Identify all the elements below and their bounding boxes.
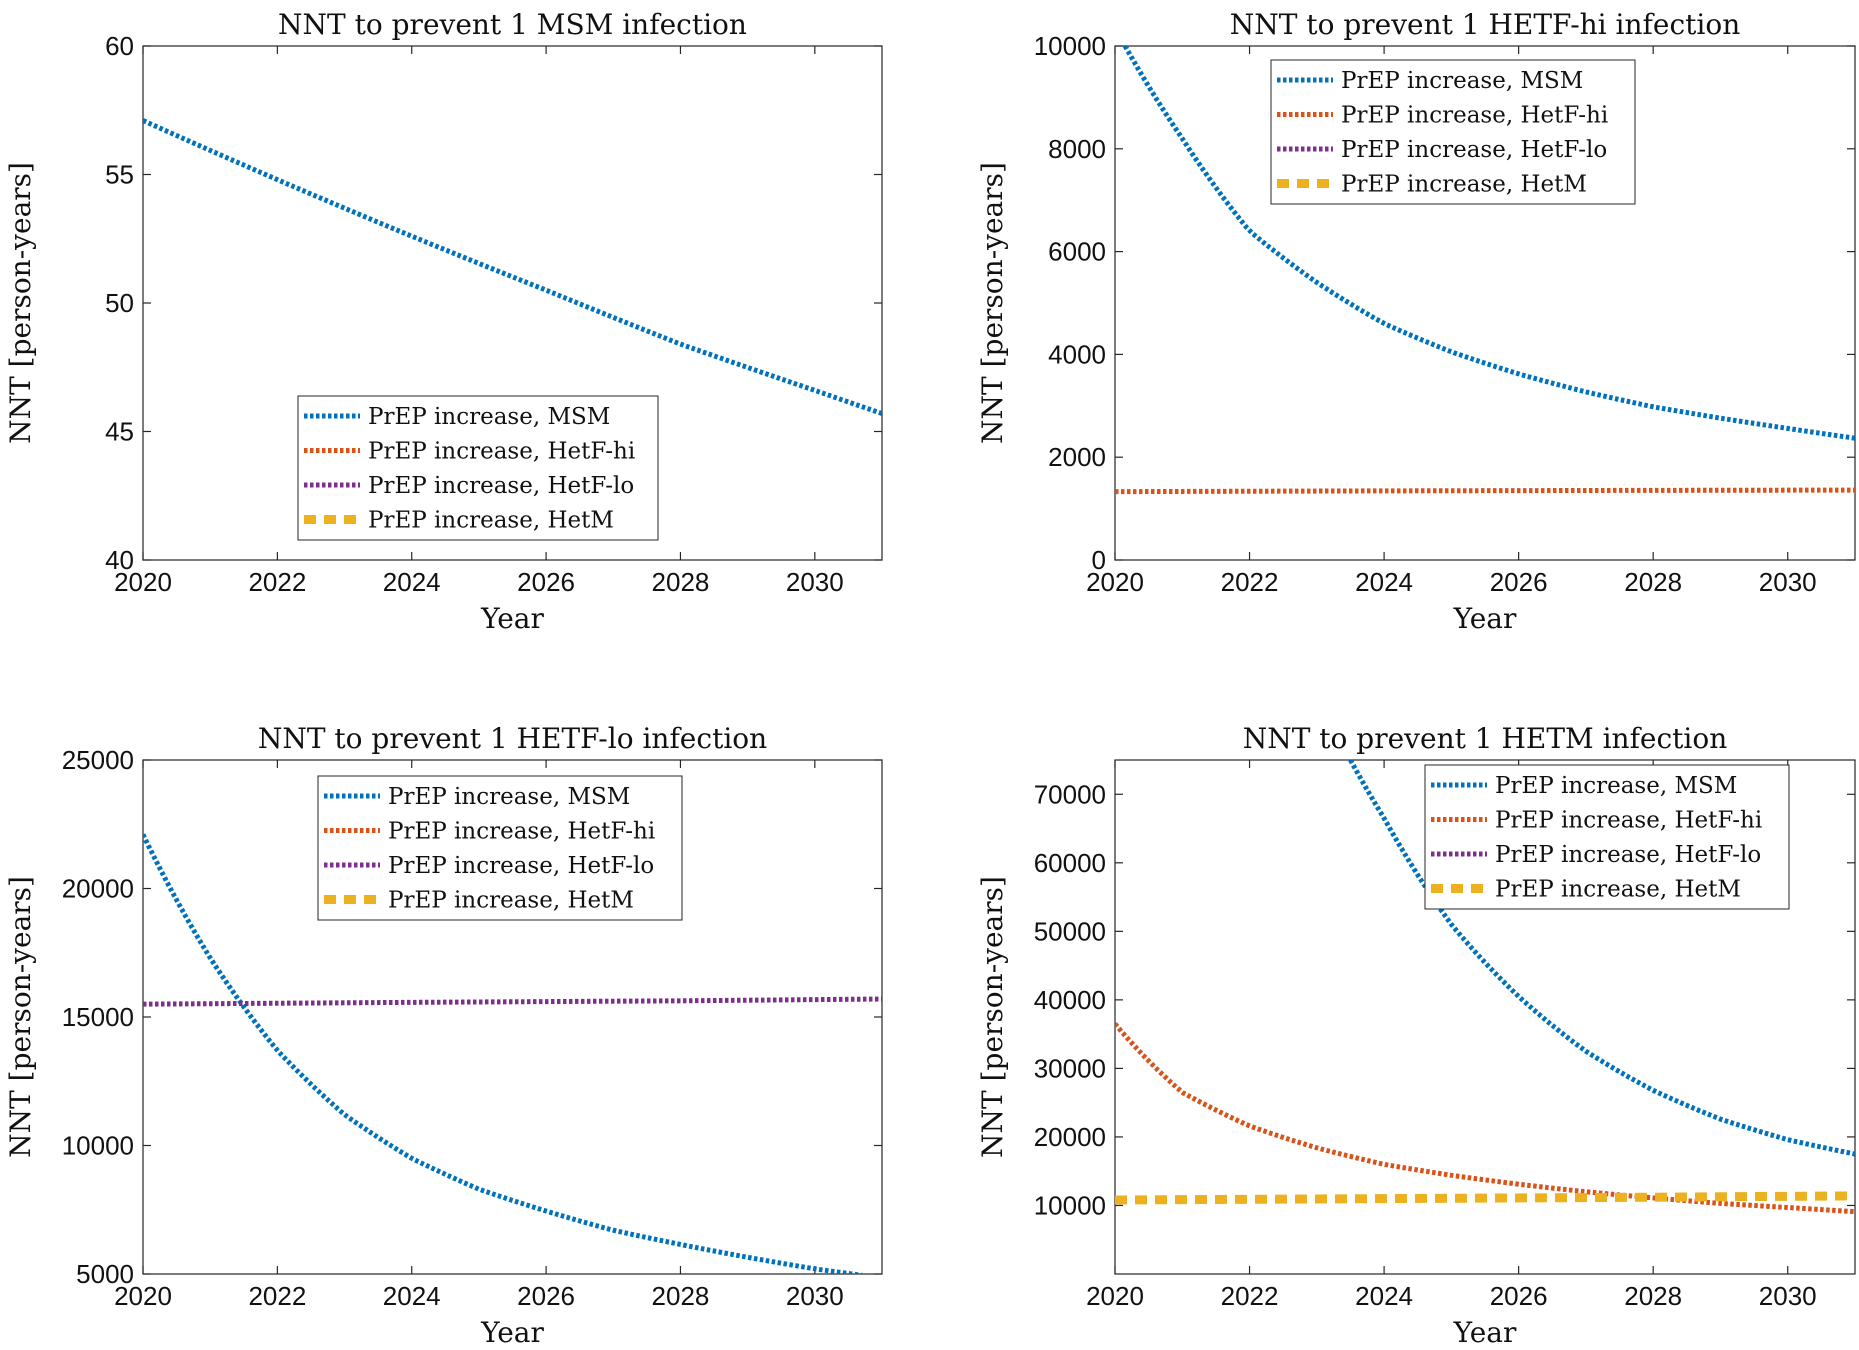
chart-panel-3: 2020 2022 2024 2026 2028 2030 5000 10000 15000 20… [4, 722, 883, 1349]
plot-area [1114, 759, 1856, 1275]
x-axis-label: Year [480, 1316, 544, 1349]
legend: PrEP increase, MSM PrEP increase, HetF-hi… [317, 775, 683, 921]
y-tick-label: 50000 [1034, 916, 1106, 946]
y-tick-label: 10000 [1034, 31, 1106, 61]
legend: PrEP increase, MSM PrEP increase, HetF-hi… [297, 395, 659, 541]
x-tick-label: 2028 [652, 567, 710, 597]
y-tick-label: 20000 [62, 874, 134, 904]
y-tick-label: 10000 [62, 1131, 134, 1161]
x-tick-label: 2028 [1624, 567, 1682, 597]
y-axis-label: NNT [person-years] [4, 162, 37, 444]
chart-title: NNT to prevent 1 HETM infection [1243, 722, 1728, 755]
y-tick-label: 6000 [1048, 237, 1106, 267]
x-tick-label: 2024 [1355, 567, 1413, 597]
x-tick-label: 2028 [652, 1281, 710, 1311]
x-tick-label: 2026 [1490, 567, 1548, 597]
legend-label: PrEP increase, MSM [388, 784, 630, 810]
legend-label: PrEP increase, HetF-lo [368, 473, 634, 499]
y-tick-label: 40 [105, 545, 134, 575]
x-tick-label: 2026 [1490, 1281, 1548, 1311]
series-line-2 [1115, 487, 1855, 495]
y-tick-label: 25000 [62, 745, 134, 775]
legend-label: PrEP increase, HetF-lo [388, 853, 654, 879]
y-axis-label: NNT [person-years] [4, 876, 37, 1158]
y-tick-label: 5000 [76, 1259, 134, 1289]
chart-title: NNT to prevent 1 HETF-lo infection [258, 722, 767, 755]
chart-panel-1: 2020 2022 2024 2026 2028 2030 40 45 50 55 60 NNT to… [4, 8, 883, 635]
legend-label: PrEP increase, MSM [368, 404, 610, 430]
legend-box [1424, 764, 1790, 910]
x-tick-label: 2030 [1759, 1281, 1817, 1311]
chart-panel-2: 2020 2022 2024 2026 2028 2030 0 2000 4000 6000 800… [976, 8, 1856, 635]
series-line-3 [143, 996, 882, 1007]
y-tick-label: 50 [105, 288, 134, 318]
series-line-2 [1115, 1022, 1855, 1215]
legend: PrEP increase, MSM PrEP increase, HetF-hi… [1424, 764, 1790, 910]
legend-label: PrEP increase, HetF-hi [1341, 103, 1608, 129]
y-axis-label: NNT [person-years] [976, 162, 1009, 444]
x-axis-label: Year [480, 602, 544, 635]
legend-label: PrEP increase, HetF-lo [1341, 137, 1607, 163]
chart-title: NNT to prevent 1 MSM infection [278, 8, 747, 41]
x-tick-label: 2020 [114, 567, 172, 597]
x-axis-label: Year [1453, 602, 1517, 635]
x-tick-label: 2026 [517, 567, 575, 597]
y-tick-label: 2000 [1048, 442, 1106, 472]
legend-label: PrEP increase, HetM [1495, 877, 1741, 903]
y-tick-label: 8000 [1048, 134, 1106, 164]
x-tick-label: 2030 [786, 567, 844, 597]
x-tick-label: 2030 [1759, 567, 1817, 597]
y-tick-label: 30000 [1034, 1053, 1106, 1083]
legend-label: PrEP increase, MSM [1495, 773, 1737, 799]
y-tick-label: 4000 [1048, 339, 1106, 369]
legend-box [317, 775, 683, 921]
legend-label: PrEP increase, HetF-hi [1495, 808, 1762, 834]
legend: PrEP increase, MSM PrEP increase, HetF-hi… [1270, 59, 1636, 205]
legend-label: PrEP increase, HetM [1341, 172, 1587, 198]
legend-label: PrEP increase, HetM [368, 508, 614, 534]
legend-box [1270, 59, 1636, 205]
x-tick-label: 2024 [383, 1281, 441, 1311]
x-tick-label: 2028 [1624, 1281, 1682, 1311]
x-tick-label: 2024 [383, 567, 441, 597]
chart-title: NNT to prevent 1 HETF-hi infection [1230, 8, 1741, 41]
chart-panel-4: 2020 2022 2024 2026 2028 2030 10000 20000 30000 4… [976, 722, 1856, 1349]
x-tick-label: 2022 [248, 567, 306, 597]
x-tick-label: 2022 [1221, 1281, 1279, 1311]
x-tick-label: 2030 [786, 1281, 844, 1311]
legend-label: PrEP increase, MSM [1341, 68, 1583, 94]
series-line-1 [1122, 46, 1855, 441]
x-tick-label: 2020 [1086, 1281, 1144, 1311]
y-axis-label: NNT [person-years] [976, 876, 1009, 1158]
x-tick-label: 2022 [1221, 567, 1279, 597]
x-tick-label: 2022 [248, 1281, 306, 1311]
y-tick-label: 60000 [1034, 848, 1106, 878]
legend-label: PrEP increase, HetF-hi [368, 439, 635, 465]
x-tick-label: 2026 [517, 1281, 575, 1311]
y-tick-label: 40000 [1034, 985, 1106, 1015]
x-tick-label: 2020 [114, 1281, 172, 1311]
legend-label: PrEP increase, HetF-hi [388, 819, 655, 845]
y-tick-label: 20000 [1034, 1122, 1106, 1152]
x-tick-label: 2024 [1355, 1281, 1413, 1311]
series-line-1 [143, 118, 882, 416]
legend-label: PrEP increase, HetM [388, 888, 634, 914]
y-tick-label: 45 [105, 417, 134, 447]
x-tick-label: 2020 [1086, 567, 1144, 597]
y-tick-label: 15000 [62, 1002, 134, 1032]
y-tick-label: 55 [105, 160, 134, 190]
plot-area [1114, 45, 1856, 561]
y-tick-label: 60 [105, 31, 134, 61]
legend-box [297, 395, 659, 541]
y-tick-label: 70000 [1034, 779, 1106, 809]
legend-label: PrEP increase, HetF-lo [1495, 842, 1761, 868]
y-tick-label: 10000 [1034, 1190, 1106, 1220]
y-tick-label: 0 [1092, 545, 1106, 575]
x-axis-label: Year [1453, 1316, 1517, 1349]
series-line-4 [1115, 1191, 1855, 1205]
